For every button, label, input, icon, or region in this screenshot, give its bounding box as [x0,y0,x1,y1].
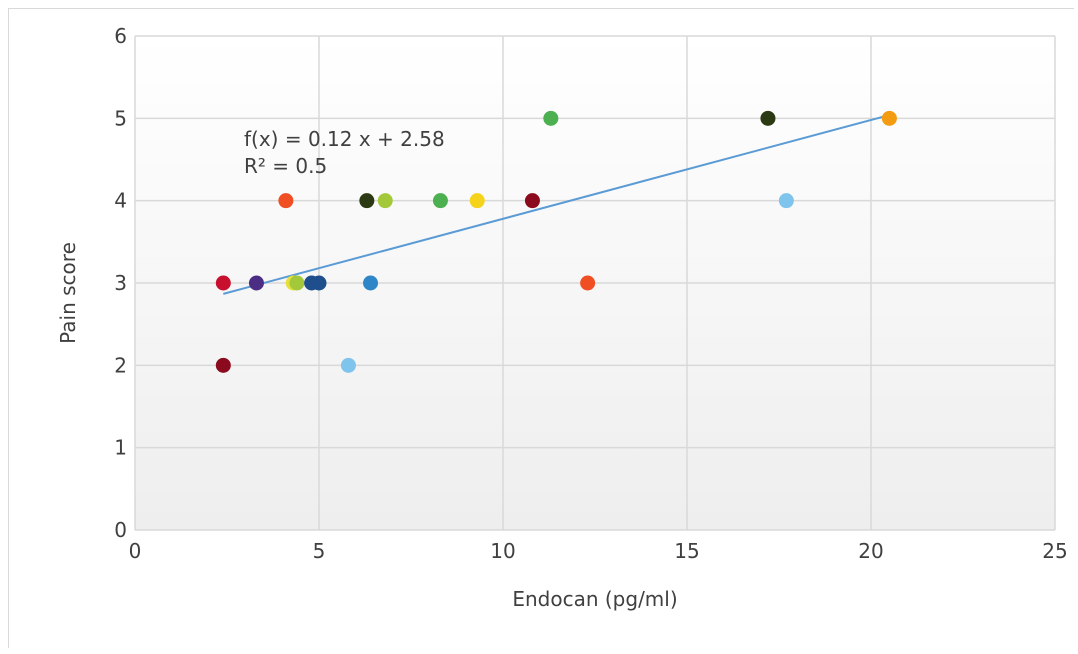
x-tick-label: 5 [313,539,326,563]
y-tick-label: 2 [114,353,127,377]
data-point [580,275,596,291]
data-point [432,193,448,209]
trendline-equation: f(x) = 0.12 x + 2.58 [244,127,445,151]
x-tick-label: 10 [490,539,515,563]
data-point [248,275,264,291]
data-point [278,193,294,209]
tick-labels: 0 5 10 15 20 25 0 1 2 3 4 5 6 [114,24,1067,563]
y-tick-label: 4 [114,189,127,213]
trendline [223,114,890,295]
y-tick-label: 1 [114,436,127,460]
trendline-group [223,114,890,295]
x-axis-title: Endocan (pg/ml) [512,587,677,611]
x-tick-label: 0 [129,539,142,563]
data-point [289,275,305,291]
data-point [215,275,231,291]
data-point [363,275,379,291]
data-point [543,110,559,126]
trendline-r-squared: R² = 0.5 [244,154,327,178]
x-tick-label: 15 [674,539,699,563]
data-point [778,193,794,209]
data-point [469,193,485,209]
y-axis-title: Pain score [56,242,80,344]
y-tick-label: 5 [114,106,127,130]
data-point [311,275,327,291]
data-point [340,357,356,373]
data-point [881,110,897,126]
data-point [215,357,231,373]
data-point [524,193,540,209]
y-tick-label: 0 [114,518,127,542]
y-tick-label: 6 [114,24,127,48]
chart-frame [8,8,1074,648]
data-point [760,110,776,126]
data-point [359,193,375,209]
x-tick-label: 20 [858,539,883,563]
data-points [215,110,897,373]
y-tick-label: 3 [114,271,127,295]
data-point [377,193,393,209]
x-tick-label: 25 [1042,539,1067,563]
